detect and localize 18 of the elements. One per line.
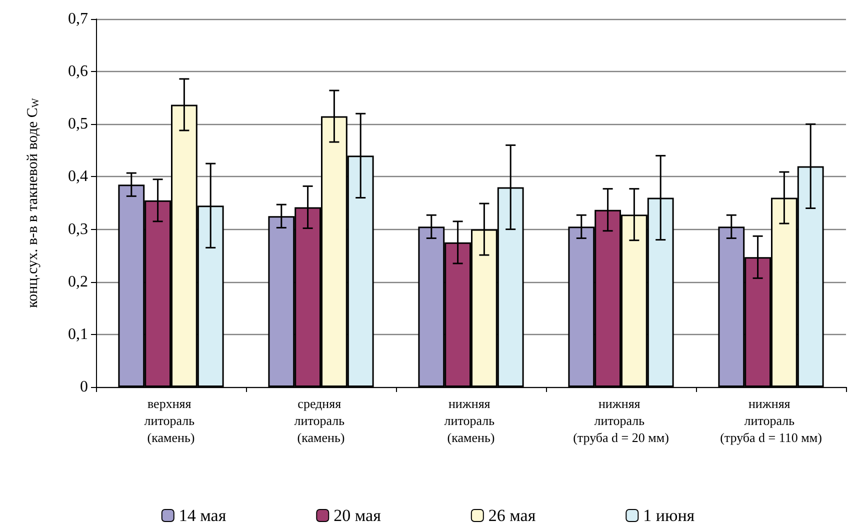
y-tick-label: 0,5 (68, 116, 88, 133)
y-tick-label: 0,1 (68, 326, 88, 343)
y-tick-label: 0,2 (68, 273, 88, 290)
y-tick-label: 0,3 (68, 220, 88, 238)
x-tick-label: средняя литораль (камень) (294, 396, 348, 445)
legend-label: 20 мая (334, 506, 382, 525)
y-axis-title: конц.сух. в-в в такневой воде CW (25, 98, 42, 308)
x-tick-label: верхняя литораль (камень) (144, 396, 198, 445)
x-tick-label: нижняя литораль (труба d = 20 мм) (573, 396, 669, 445)
x-tick-label: нижняя литораль (труба d = 110 мм) (720, 396, 822, 445)
legend-label: 26 мая (488, 506, 536, 525)
legend-label: 14 мая (178, 506, 226, 525)
y-tick-label: 0,4 (68, 168, 88, 186)
y-tick-label: 0,7 (68, 10, 88, 28)
y-tick-label: 0,6 (68, 63, 88, 80)
x-tick-label: нижняя литораль (камень) (444, 396, 498, 445)
y-tick-label: 0 (80, 378, 88, 396)
legend-label: 1 июня (643, 506, 695, 525)
